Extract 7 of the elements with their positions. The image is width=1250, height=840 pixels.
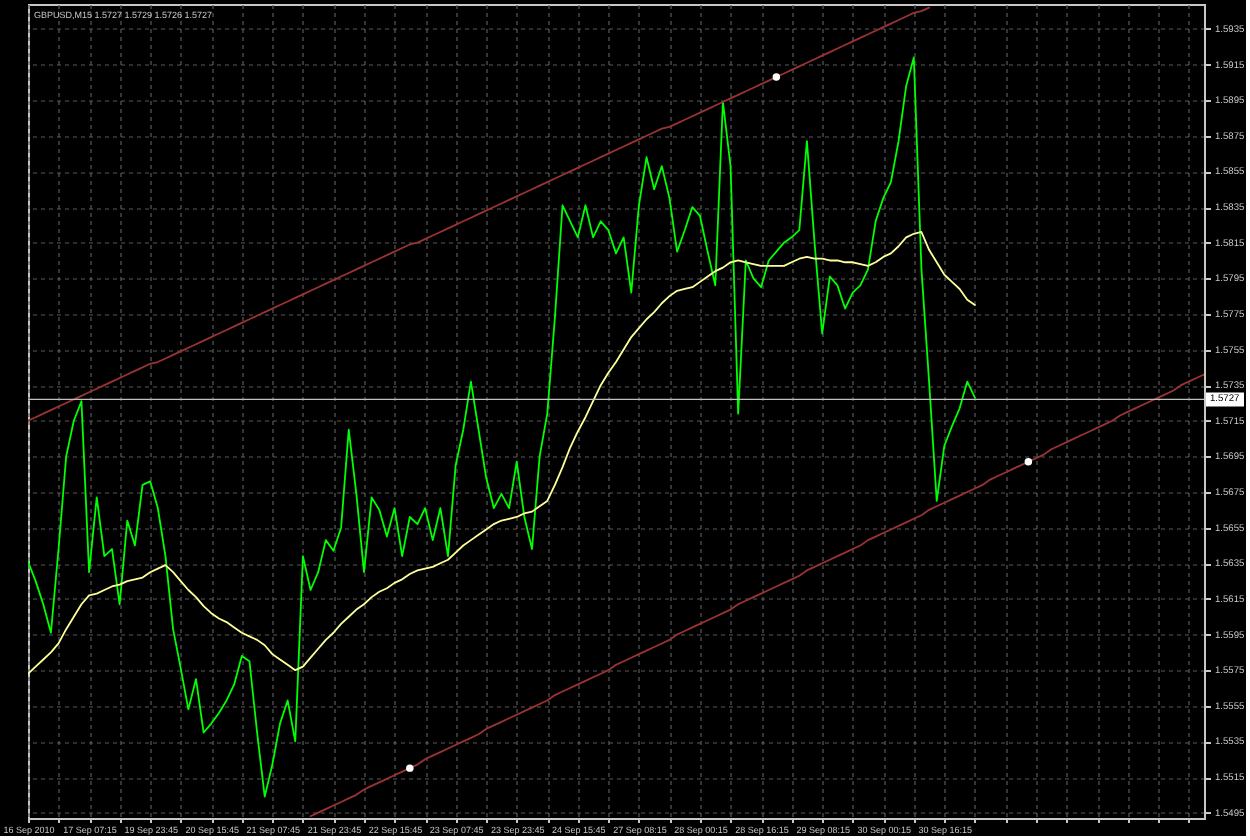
- line-series: [28, 231, 976, 675]
- line-series: [309, 373, 1204, 818]
- point: [406, 764, 414, 772]
- point: [772, 73, 781, 81]
- line-series: [28, 6, 930, 422]
- point: [1024, 458, 1033, 466]
- line-series: [28, 56, 976, 798]
